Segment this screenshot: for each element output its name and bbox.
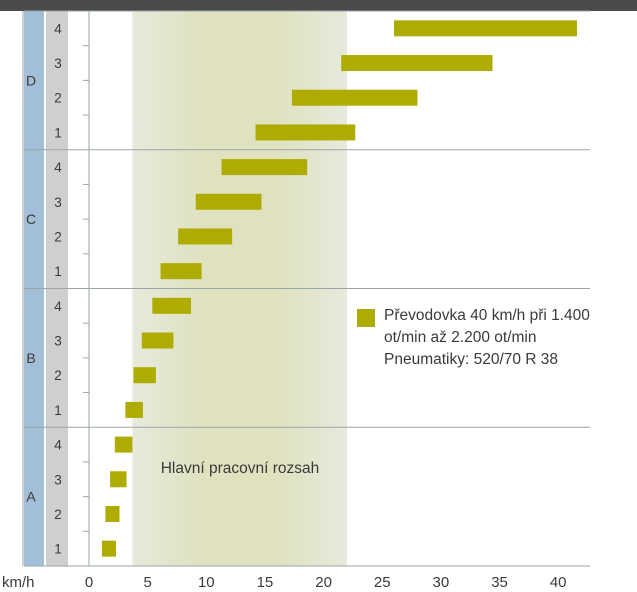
- speed-bar: [221, 159, 308, 176]
- speed-bar: [160, 263, 202, 280]
- x-tick-label: 0: [85, 574, 93, 591]
- gear-label: 1: [54, 542, 62, 557]
- speed-bar: [195, 193, 262, 210]
- gear-label: 1: [54, 403, 62, 418]
- legend-swatch: [357, 309, 375, 327]
- gear-label: 4: [54, 160, 62, 175]
- speed-bar: [255, 124, 356, 141]
- gear-label: 3: [54, 56, 62, 71]
- gear-label: 3: [54, 195, 62, 210]
- gear-label: 4: [54, 438, 62, 453]
- gear-label: 2: [54, 229, 62, 244]
- speed-bar: [114, 436, 133, 453]
- range-label-a: A: [26, 489, 36, 505]
- range-label-d: D: [26, 72, 36, 88]
- x-tick-label: 40: [550, 574, 567, 591]
- gear-label: 4: [54, 21, 62, 36]
- x-tick-label: 15: [257, 574, 274, 591]
- range-label-c: C: [26, 211, 36, 227]
- working-range-label: Hlavní pracovní rozsah: [161, 460, 320, 477]
- speed-bar: [393, 20, 577, 37]
- gear-label: 3: [54, 334, 62, 349]
- legend-line: Pneumatiky: 520/70 R 38: [384, 351, 559, 368]
- gear-label: 2: [54, 91, 62, 106]
- x-tick-label: 5: [143, 574, 151, 591]
- range-label-b: B: [26, 350, 35, 366]
- speed-bar: [133, 367, 156, 384]
- top-bar: [0, 0, 637, 11]
- x-tick-label: 10: [198, 574, 215, 591]
- speed-bar: [152, 297, 192, 314]
- x-tick-label: 30: [433, 574, 450, 591]
- gear-label: 1: [54, 125, 62, 140]
- legend-text: Převodovka 40 km/h při 1.400 ot/min až 2…: [384, 305, 634, 371]
- x-tick-label: 20: [315, 574, 332, 591]
- speed-bar: [125, 401, 143, 418]
- legend-line: ot/min až 2.200 ot/min: [384, 329, 537, 346]
- speed-bar: [291, 89, 418, 106]
- speed-bar: [178, 228, 233, 245]
- gear-label: 4: [54, 299, 62, 314]
- speed-bar: [105, 505, 120, 522]
- speed-bar: [141, 332, 174, 349]
- gear-label: 2: [54, 507, 62, 522]
- x-unit-label: km/h: [2, 574, 35, 591]
- x-tick-label: 25: [374, 574, 391, 591]
- gear-label: 3: [54, 472, 62, 487]
- speed-bar: [341, 55, 493, 72]
- speed-bar: [101, 540, 116, 557]
- speed-bar: [110, 471, 127, 488]
- x-tick-label: 35: [491, 574, 508, 591]
- gear-label: 2: [54, 368, 62, 383]
- gear-label: 1: [54, 264, 62, 279]
- legend-line: Převodovka 40 km/h při 1.400: [384, 307, 590, 324]
